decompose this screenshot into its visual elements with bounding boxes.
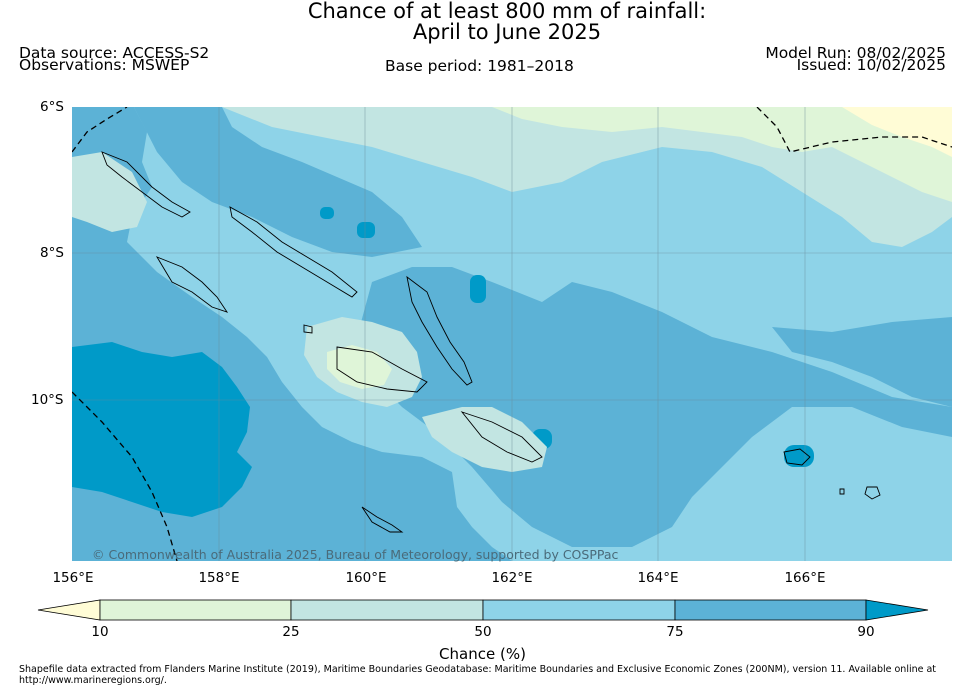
map-title-line2: April to June 2025 — [412, 20, 602, 44]
coastlines — [101, 151, 881, 533]
colorbar-75-90 — [674, 599, 867, 621]
colorbar — [37, 599, 929, 621]
colorbar-tick-25: 25 — [282, 624, 300, 640]
base-period-text: Base period: 1981–2018 — [385, 57, 574, 75]
lon-label-160e: 160°E — [345, 570, 387, 586]
region-75-90-center — [357, 267, 952, 547]
lon-label-166e: 166°E — [784, 570, 826, 586]
colorbar-tick-50: 50 — [474, 624, 492, 640]
region-75-90-north — [134, 107, 422, 257]
coastline-makira — [361, 506, 404, 533]
region-75-90-east — [772, 317, 952, 407]
colorbar-label: Chance (%) — [439, 645, 526, 663]
colorbar-tick-90: 90 — [857, 624, 875, 640]
region-above-90-patch-3 — [470, 275, 486, 303]
colorbar-below-10 — [37, 599, 101, 621]
model-run-text: Model Run: 08/02/2025 — [765, 44, 946, 62]
colorbar-above-90 — [865, 599, 929, 621]
region-above-90-patch-5 — [784, 445, 814, 467]
region-25-50-west — [72, 152, 147, 232]
coastline-small-island-2 — [839, 488, 845, 495]
observations-text: Observations: MSWEP — [19, 56, 190, 74]
region-above-90-patch-2 — [320, 207, 334, 219]
colorbar-50-75 — [482, 599, 676, 621]
coastline-bougainville — [101, 151, 191, 218]
coastline-santa-isabel — [406, 275, 473, 386]
map-title-line1: Chance of at least 800 mm of rainfall: — [307, 0, 707, 23]
rainfall-probability-map — [72, 107, 952, 561]
coastline-new-georgia — [155, 256, 229, 313]
region-10-25-northeast — [492, 107, 952, 202]
shapefile-footnote: Shapefile data extracted from Flanders M… — [19, 664, 937, 686]
lat-label-8s: 8°S — [40, 245, 64, 261]
coastline-santa-cruz — [783, 448, 811, 466]
lon-label-162e: 162°E — [491, 570, 533, 586]
issued-text: Issued: 10/02/2025 — [796, 56, 946, 74]
region-below-10-northeast — [842, 107, 952, 157]
coastline-malaita — [460, 411, 543, 463]
data-source-text: Data source: ACCESS-S2 — [19, 44, 210, 62]
region-10-25-center — [327, 345, 392, 389]
eez-boundary-southwest — [72, 391, 178, 561]
colorbar-tick-10: 10 — [91, 624, 109, 640]
coastline-choiseul — [229, 206, 358, 298]
region-above-90-west — [72, 342, 252, 517]
copyright-notice: © Commonwealth of Australia 2025, Bureau… — [92, 547, 619, 562]
region-above-90-patch-1 — [357, 222, 375, 238]
lat-label-6s: 6°S — [40, 99, 64, 115]
colorbar-tick-75: 75 — [666, 624, 684, 640]
colorbar-10-25 — [99, 599, 292, 621]
coastline-guadalcanal — [336, 346, 428, 393]
lon-label-156e: 156°E — [52, 570, 94, 586]
coastline-small-island-1 — [864, 486, 881, 500]
colorbar-25-50 — [290, 599, 484, 621]
lon-label-164e: 164°E — [637, 570, 679, 586]
eez-boundary-northwest — [72, 107, 128, 153]
lon-label-158e: 158°E — [198, 570, 240, 586]
lat-label-10s: 10°S — [31, 392, 64, 408]
graticule — [72, 107, 952, 561]
eez-boundaries — [72, 107, 952, 561]
coastline-small-island-3 — [303, 324, 313, 334]
